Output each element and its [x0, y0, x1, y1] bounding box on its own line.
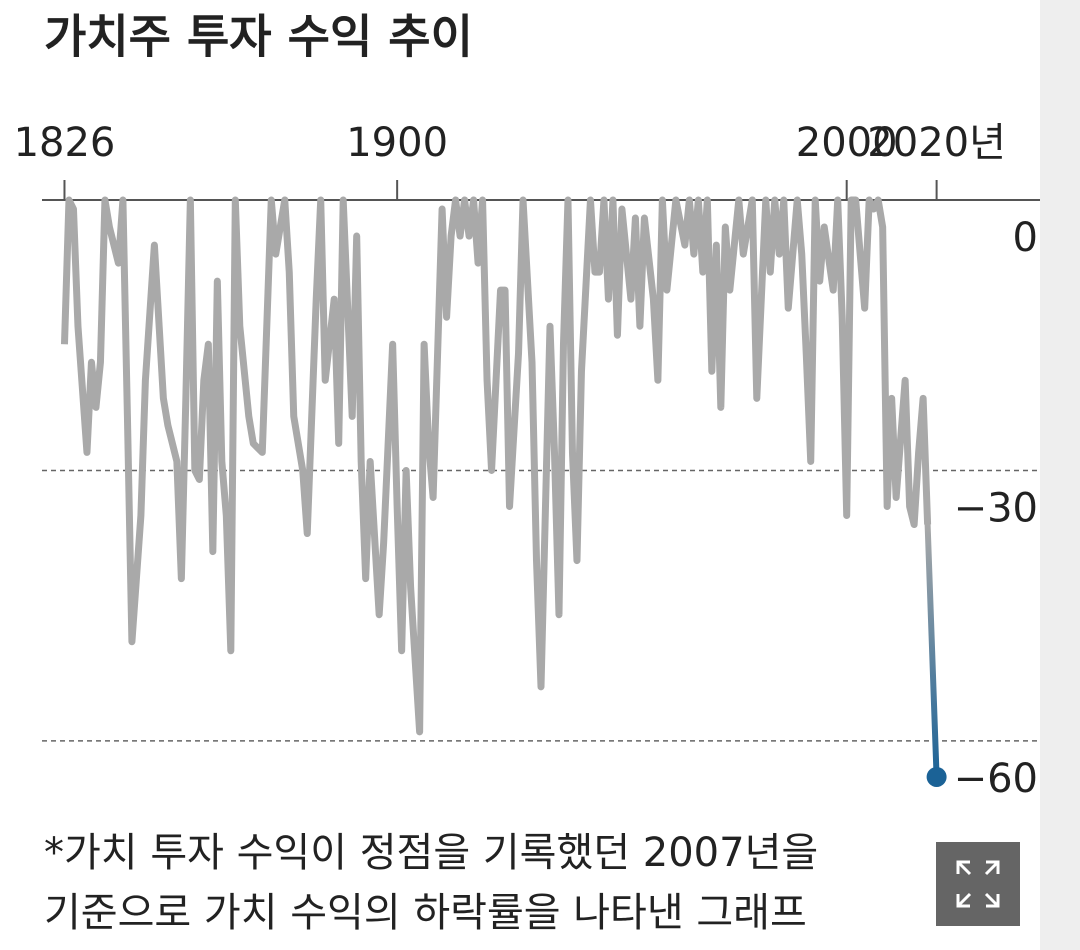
- footnote: *가치 투자 수익이 정점을 기록했던 2007년을: [44, 830, 818, 876]
- y-tick-label: −30: [954, 485, 1038, 531]
- expand-button[interactable]: [936, 842, 1020, 926]
- y-tick-label: −60: [954, 756, 1038, 802]
- y-tick-label: 0: [1013, 215, 1038, 261]
- side-strip: [1040, 0, 1080, 950]
- footnote: 기준으로 가치 수익의 하락률을 나타낸 그래프: [44, 890, 807, 936]
- end-point: [926, 766, 947, 787]
- chart-title: 가치주 투자 수익 추이: [44, 10, 473, 64]
- x-tick-label: 2020년: [867, 120, 1006, 166]
- expand-icon[interactable]: [956, 860, 1000, 908]
- line: [60, 196, 932, 736]
- x-tick-label: 1900: [346, 120, 448, 166]
- expand-button-bg[interactable]: [936, 842, 1020, 926]
- x-tick-label: 2000: [796, 120, 898, 166]
- highlight-line: [924, 521, 940, 780]
- x-tick-label: 1826: [14, 120, 116, 166]
